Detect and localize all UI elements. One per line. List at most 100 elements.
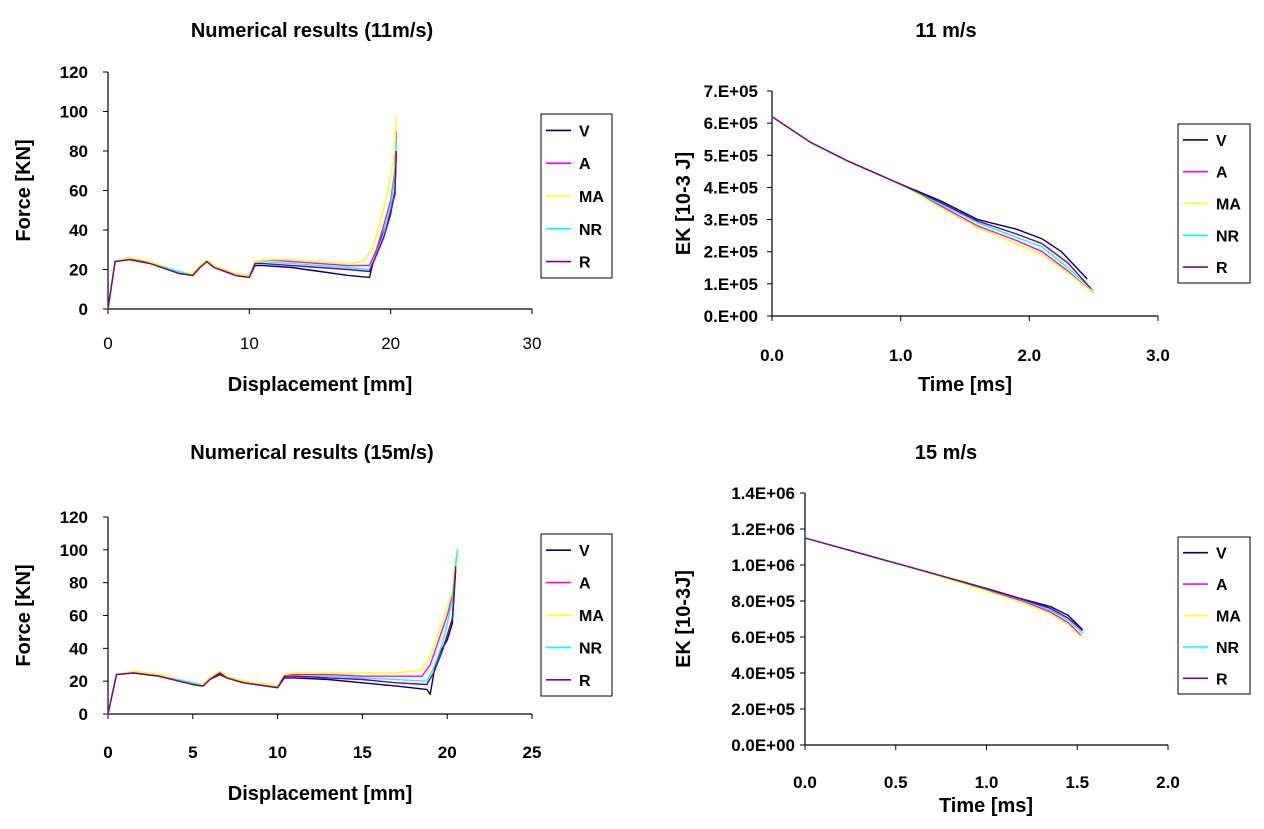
y-tick-label: 3.E+05 xyxy=(704,211,758,230)
x-axis-label: Displacement [mm] xyxy=(228,783,413,805)
y-tick-label: 7.E+05 xyxy=(704,82,758,101)
x-tick-label: 25 xyxy=(523,743,542,762)
y-tick-label: 6.E+05 xyxy=(704,114,758,133)
y-tick-label: 0.E+00 xyxy=(704,307,758,326)
legend-label-v: V xyxy=(579,543,590,560)
x-tick-label: 15 xyxy=(353,743,372,762)
y-tick-label: 1.E+05 xyxy=(704,275,758,294)
series-line-a xyxy=(771,116,1095,295)
y-tick-label: 100 xyxy=(60,541,88,560)
series-line-nr xyxy=(771,116,1095,292)
x-tick-label: 1.5 xyxy=(1065,773,1089,792)
x-axis-label: Displacement [mm] xyxy=(228,374,413,396)
y-tick-label: 80 xyxy=(69,574,88,593)
series-line-nr xyxy=(107,549,459,715)
legend-label-ma: MA xyxy=(1216,197,1241,214)
y-tick-label: 0 xyxy=(79,300,88,319)
series-line-ma xyxy=(107,556,457,715)
legend-label-nr: NR xyxy=(1216,228,1240,245)
y-tick-label: 80 xyxy=(69,142,88,161)
series-line-v xyxy=(107,150,397,310)
y-tick-label: 60 xyxy=(69,607,88,626)
chart-energy-15ms: 15 m/s 0.0E+00 2.0E+05 4.0E+05 6.0E+05 8.0E+0… xyxy=(673,442,1251,817)
y-tick-label: 2.E+05 xyxy=(704,243,758,262)
series-line-nr xyxy=(107,141,397,310)
x-tick-label: 10 xyxy=(240,334,259,353)
y-tick-label: 0 xyxy=(79,705,88,724)
y-tick-label: 1.4E+06 xyxy=(731,484,795,503)
legend-label-a: A xyxy=(579,576,591,593)
y-axis-label: EK [10-3 J] xyxy=(673,152,695,255)
legend-label-nr: NR xyxy=(579,222,603,239)
y-axis-label: Force [KN] xyxy=(13,564,35,666)
chart-title: Numerical results (11m/s) xyxy=(191,20,433,42)
y-tick-label: 2.0E+05 xyxy=(731,700,795,719)
y-tick-label: 20 xyxy=(69,261,88,280)
x-tick-label: 2.0 xyxy=(1018,346,1042,365)
x-tick-label: 30 xyxy=(523,334,542,353)
legend-label-ma: MA xyxy=(579,608,604,625)
y-tick-label: 4.E+05 xyxy=(704,178,758,197)
x-tick-label: 3.0 xyxy=(1146,346,1170,365)
x-tick-label: 0 xyxy=(103,743,112,762)
legend-label-v: V xyxy=(579,123,590,140)
legend-label-r: R xyxy=(579,673,591,690)
x-tick-label: 20 xyxy=(381,334,400,353)
x-tick-label: 10 xyxy=(268,743,287,762)
series-line-nr xyxy=(804,537,1084,634)
legend-label-r: R xyxy=(1216,260,1228,277)
chart-force-11ms: Numerical results (11m/s)020406080100120… xyxy=(13,20,613,396)
y-axis-label: Force [KN] xyxy=(13,139,35,241)
y-tick-label: 20 xyxy=(69,672,88,691)
legend-label-ma: MA xyxy=(579,189,604,206)
chart-force-15ms: Numerical results (15m/s)020406080100120… xyxy=(13,442,613,805)
chart-title: Numerical results (15m/s) xyxy=(190,442,433,464)
chart-energy-11ms: 11 m/s 0.E+00 1.E+05 2.E+05 3.E+05 4.E+05 5.E+… xyxy=(673,20,1251,396)
series-line-ma xyxy=(804,537,1082,638)
y-tick-label: 5.E+05 xyxy=(704,146,758,165)
x-tick-label: 1.0 xyxy=(975,773,999,792)
x-tick-label: 0.0 xyxy=(760,346,784,365)
legend-label-nr: NR xyxy=(1216,640,1240,657)
legend-label-r: R xyxy=(1216,671,1228,688)
y-tick-label: 100 xyxy=(60,103,88,122)
series-line-a xyxy=(107,557,457,715)
y-axis-label: EK [10-3J] xyxy=(673,570,695,668)
y-tick-label: 40 xyxy=(69,639,88,658)
x-axis-label: Time [ms] xyxy=(939,795,1033,817)
legend-label-a: A xyxy=(1216,165,1228,182)
series-line-r xyxy=(107,150,397,310)
y-tick-label: 8.0E+05 xyxy=(731,592,795,611)
series-line-v xyxy=(107,569,457,715)
y-tick-label: 6.0E+05 xyxy=(731,628,795,647)
y-tick-label: 120 xyxy=(60,63,88,82)
series-line-v xyxy=(804,537,1084,631)
series-line-ma xyxy=(771,116,1095,295)
x-tick-label: 0.0 xyxy=(793,773,817,792)
series-line-a xyxy=(804,537,1082,636)
legend-label-a: A xyxy=(1216,577,1228,594)
chart-title: 11 m/s xyxy=(915,20,976,42)
legend-label-ma: MA xyxy=(1216,609,1241,626)
chart-title: 15 m/s xyxy=(915,442,977,464)
series-line-a xyxy=(107,131,397,310)
legend-label-nr: NR xyxy=(579,640,603,657)
series-line-r xyxy=(771,116,1092,290)
y-tick-label: 60 xyxy=(69,182,88,201)
y-tick-label: 1.0E+06 xyxy=(731,556,795,575)
series-line-ma xyxy=(107,115,397,310)
series-line-r xyxy=(107,566,457,715)
legend-label-r: R xyxy=(579,255,591,272)
y-tick-label: 40 xyxy=(69,221,88,240)
x-axis-label: Time [ms] xyxy=(918,374,1012,396)
x-tick-label: 20 xyxy=(438,743,457,762)
legend-label-v: V xyxy=(1216,133,1227,150)
legend-label-v: V xyxy=(1216,546,1227,563)
y-tick-label: 4.0E+05 xyxy=(731,664,795,683)
y-tick-label: 0.0E+00 xyxy=(731,736,795,755)
x-tick-label: 0 xyxy=(103,334,112,353)
y-tick-label: 120 xyxy=(60,508,88,527)
x-tick-label: 2.0 xyxy=(1156,773,1180,792)
legend-label-a: A xyxy=(579,156,591,173)
